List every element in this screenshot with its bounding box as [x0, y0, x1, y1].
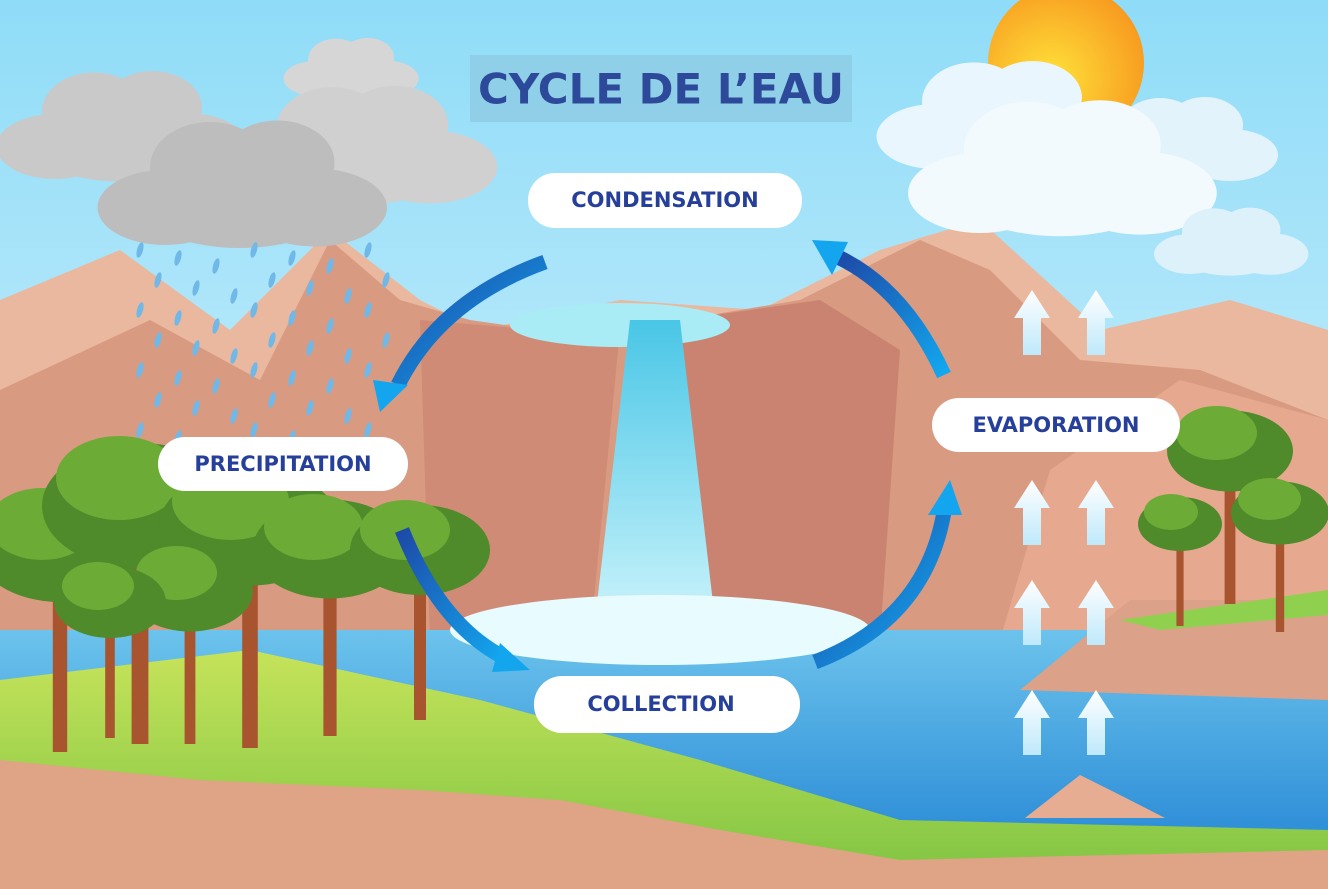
tree-foliage	[264, 494, 363, 560]
tree-foliage	[62, 562, 134, 610]
title: CYCLE DE L’EAU	[478, 65, 844, 114]
cloud-puff	[221, 121, 335, 205]
cliff-right	[680, 300, 900, 640]
cloud-puff	[1167, 97, 1243, 153]
upper-pool	[510, 303, 730, 347]
tree-foliage	[1238, 478, 1301, 520]
cloud-puff	[1039, 100, 1161, 190]
tree-foliage	[1144, 494, 1198, 530]
body: CYCLE DE L’EAU CONDENSATION PRECIPITATIO…	[0, 0, 1328, 889]
water-cycle-diagram: CYCLE DE L’EAU CONDENSATION PRECIPITATIO…	[0, 0, 1328, 889]
stage-label: EVAPORATION	[972, 413, 1139, 437]
cliff-left	[420, 320, 620, 640]
tree-foliage	[1176, 406, 1257, 460]
foam	[450, 595, 870, 665]
cloud-puff	[1220, 208, 1281, 253]
stage-label: COLLECTION	[587, 692, 734, 716]
cloud-puff	[342, 86, 448, 164]
stage-label: CONDENSATION	[571, 188, 759, 212]
cloud-puff	[341, 38, 394, 77]
page: Cycle de l'eau {"title": "CYCLE DE L’EAU…	[0, 0, 1328, 889]
stage-label: PRECIPITATION	[194, 452, 371, 476]
